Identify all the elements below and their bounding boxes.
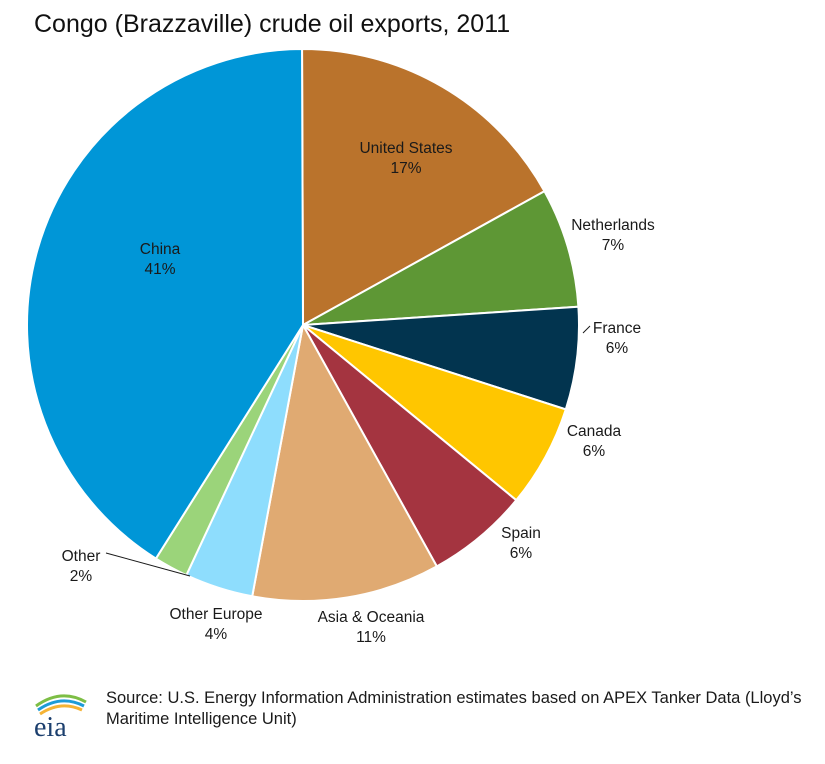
slice-label-united-states: United States 17%: [359, 140, 452, 177]
slice-label-name: Other: [62, 548, 101, 565]
source-footer: eia Source: U.S. Energy Information Admi…: [0, 684, 825, 754]
leader-lines: [105, 325, 591, 577]
pie-slices: [26, 47, 580, 602]
slice-label-name: Canada: [567, 423, 622, 440]
slice-label-name: Netherlands: [571, 217, 655, 234]
slice-label-name: France: [593, 320, 641, 337]
slice-label-value: 7%: [602, 237, 625, 254]
slice-label-china: China 41%: [140, 241, 181, 278]
slice-label-value: 11%: [356, 629, 386, 646]
svg-text:eia: eia: [34, 712, 67, 740]
slice-label-canada: Canada 6%: [567, 423, 622, 460]
slice-label-value: 6%: [606, 340, 629, 357]
source-text: Source: U.S. Energy Information Administ…: [106, 689, 802, 728]
slice-label-value: 4%: [205, 626, 228, 643]
slice-labels: United States 17%Netherlands 7%France 6%Can…: [62, 140, 655, 646]
slice-label-france: France 6%: [593, 320, 641, 357]
leader-line-france: [582, 325, 591, 334]
pie-slice-netherlands: [302, 189, 580, 326]
slice-label-spain: Spain 6%: [501, 525, 541, 562]
slice-label-other: Other 2%: [62, 548, 101, 585]
slice-label-name: United States: [359, 140, 452, 157]
pie-slice-china: [26, 47, 305, 560]
slice-label-name: China: [140, 241, 181, 258]
slice-label-name: Spain: [501, 525, 541, 542]
pie-chart: United States 17%Netherlands 7%France 6%Can…: [26, 47, 655, 646]
slice-label-value: 6%: [510, 545, 533, 562]
chart-title: Congo (Brazzaville) crude oil exports, 2…: [34, 10, 511, 38]
slice-label-asia-oceania: Asia & Oceania 11%: [318, 609, 425, 646]
eia-logo-icon: eia: [34, 694, 87, 740]
slice-label-value: 17%: [390, 160, 421, 177]
slice-label-name: Asia & Oceania: [318, 609, 425, 626]
slice-label-value: 41%: [144, 261, 175, 278]
slice-label-name: Other Europe: [169, 606, 262, 623]
slice-label-other-europe: Other Europe 4%: [169, 606, 262, 643]
slice-label-netherlands: Netherlands 7%: [571, 217, 655, 254]
leader-line-other: [105, 552, 191, 577]
pie-slice-united-states: [301, 47, 546, 327]
pie-slice-asia-oceania: [251, 322, 439, 602]
slice-label-value: 6%: [583, 443, 606, 460]
slice-label-value: 2%: [70, 568, 93, 585]
